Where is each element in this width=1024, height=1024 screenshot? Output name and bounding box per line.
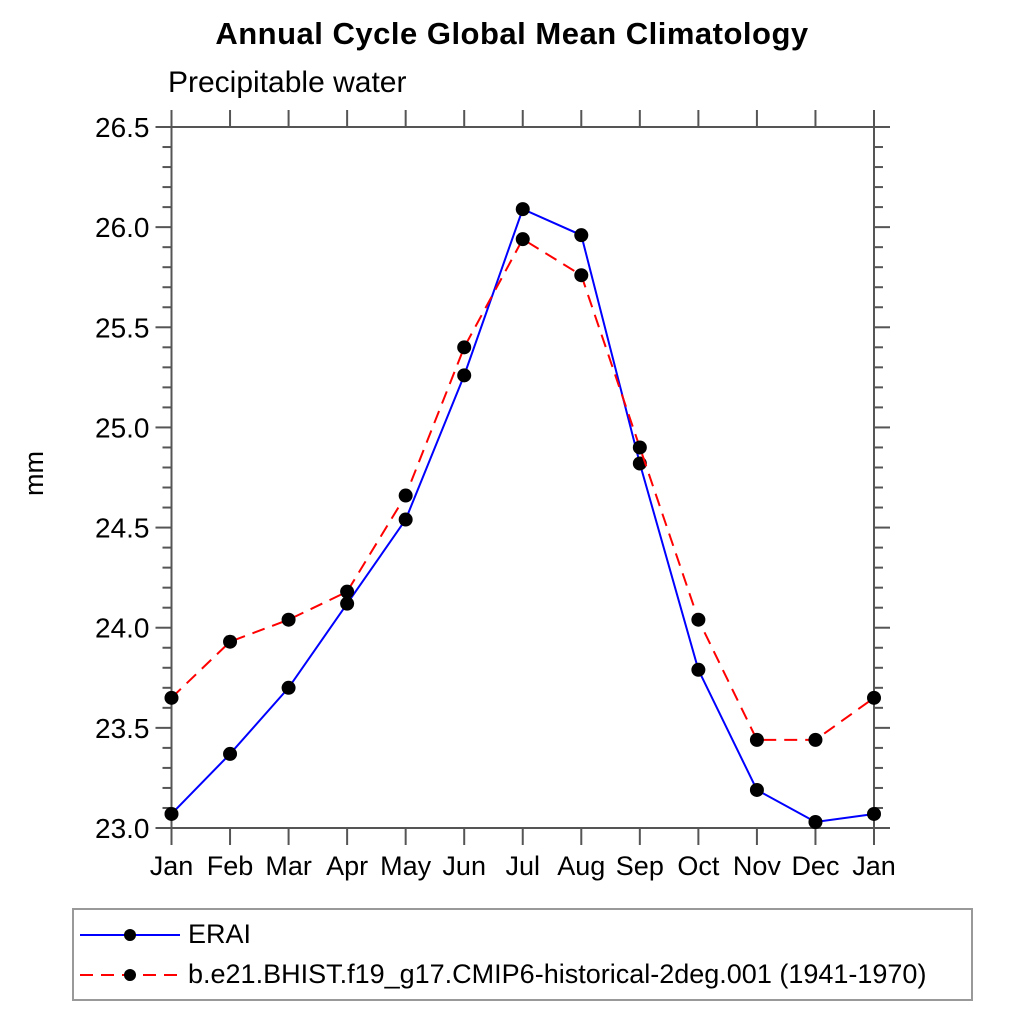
- legend-marker-dot: [124, 968, 136, 981]
- y-tick-label: 24.0: [95, 613, 150, 644]
- y-tick-label: 23.0: [95, 813, 150, 844]
- data-point-marker: [867, 690, 881, 705]
- legend-label-erai: ERAI: [188, 919, 252, 949]
- legend-item-erai: ERAI: [80, 918, 971, 952]
- month-label: Apr: [326, 851, 368, 881]
- month-label: Oct: [677, 851, 720, 881]
- data-point-marker: [340, 596, 355, 611]
- y-tick-label: 26.0: [95, 212, 150, 243]
- legend-label-model: b.e21.BHIST.f19_g17.CMIP6-historical-2de…: [188, 959, 927, 989]
- data-point-marker: [867, 806, 881, 821]
- data-point-marker: [457, 340, 472, 355]
- series-line-solid: [170, 207, 875, 824]
- data-point-marker: [281, 680, 296, 695]
- month-label: Aug: [557, 851, 605, 881]
- data-point-marker: [457, 368, 472, 383]
- data-point-marker: [164, 806, 179, 821]
- data-point-marker: [515, 202, 530, 217]
- data-point-marker: [281, 612, 296, 627]
- chart-subtitle: Precipitable water: [168, 66, 407, 99]
- legend-line-sample-dashed: [80, 968, 180, 981]
- data-point-marker: [164, 690, 179, 705]
- data-point-marker: [398, 488, 413, 503]
- legend-line-sample-solid: [80, 928, 180, 941]
- legend-marker-dot: [124, 928, 136, 941]
- y-tick-label: 24.5: [95, 513, 150, 544]
- month-label: Jul: [505, 851, 540, 881]
- y-tick-label: 23.5: [95, 713, 150, 744]
- data-point-marker: [808, 732, 823, 747]
- y-tick-label: 26.5: [95, 112, 150, 143]
- plot-frame: [170, 126, 875, 829]
- month-label: Jan: [852, 851, 896, 881]
- data-point-marker: [223, 746, 238, 761]
- data-point-marker: [749, 732, 764, 747]
- chart-title: Annual Cycle Global Mean Climatology: [215, 16, 809, 51]
- data-point-marker: [632, 440, 647, 455]
- data-point-marker: [340, 584, 355, 599]
- series-line-dashed: [170, 237, 875, 741]
- data-point-marker: [808, 814, 823, 829]
- data-point-marker: [574, 228, 589, 243]
- month-label: Jan: [150, 851, 194, 881]
- legend: ERAI b.e21.BHIST.f19_g17.CMIP6-historica…: [72, 908, 973, 1001]
- legend-item-model: b.e21.BHIST.f19_g17.CMIP6-historical-2de…: [80, 958, 971, 992]
- month-label: Nov: [733, 851, 782, 881]
- data-point-marker: [515, 232, 530, 247]
- data-point-marker: [691, 612, 706, 627]
- month-label: May: [380, 851, 432, 881]
- data-point-marker: [749, 782, 764, 797]
- month-label: Jun: [442, 851, 486, 881]
- data-point-marker: [398, 512, 413, 527]
- data-point-marker: [223, 634, 238, 649]
- y-tick-label: 25.0: [95, 412, 150, 443]
- month-label: Mar: [265, 851, 312, 881]
- data-point-marker: [574, 268, 589, 283]
- month-label: Feb: [207, 851, 254, 881]
- month-label: Dec: [791, 851, 839, 881]
- month-label: Sep: [616, 851, 664, 881]
- y-tick-label: 25.5: [95, 312, 150, 343]
- data-point-marker: [691, 662, 706, 677]
